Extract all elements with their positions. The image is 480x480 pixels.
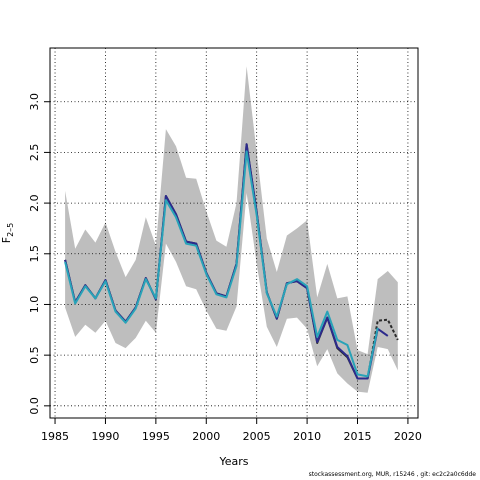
series-line	[64, 150, 379, 378]
y-tick-label: 2.0	[28, 194, 41, 212]
x-tick-label: 2010	[293, 430, 321, 443]
plot-frame	[49, 47, 419, 419]
y-tick-label: 0.0	[28, 397, 41, 415]
confidence-band-layer	[65, 66, 398, 393]
x-tick-label: 1985	[41, 430, 69, 443]
series-line-dashed	[366, 318, 399, 379]
x-tick-label: 2005	[243, 430, 271, 443]
y-tick-label: 1.0	[28, 296, 41, 314]
series-cyan_series	[64, 150, 379, 378]
y-tick-label: 1.5	[28, 245, 41, 263]
x-axis-title: Years	[218, 455, 248, 468]
y-tick-label: 3.0	[28, 93, 41, 111]
confidence-band	[65, 66, 398, 393]
x-tick-label: 2000	[192, 430, 220, 443]
x-tick-label: 1990	[91, 430, 119, 443]
x-axis: 1985 1990 1995 2000 2005 2010 2015 2020	[41, 418, 422, 443]
y-axis-title: F2–5	[0, 223, 15, 244]
y-axis-title-subscript: 2–5	[6, 223, 15, 237]
y-axis-title-main: F	[0, 237, 13, 243]
x-tick-label: 2015	[344, 430, 372, 443]
footnote: stockassessment.org, MUR, r15246 , git: …	[308, 471, 476, 478]
y-tick-label: 0.5	[28, 346, 41, 364]
series-layer	[64, 143, 399, 380]
x-tick-label: 1995	[142, 430, 170, 443]
y-axis: 0.0 0.5 1.0 1.5 2.0 2.5 3.0	[28, 93, 50, 415]
gridlines	[50, 48, 418, 418]
x-tick-label: 2020	[394, 430, 422, 443]
y-tick-label: 2.5	[28, 144, 41, 162]
